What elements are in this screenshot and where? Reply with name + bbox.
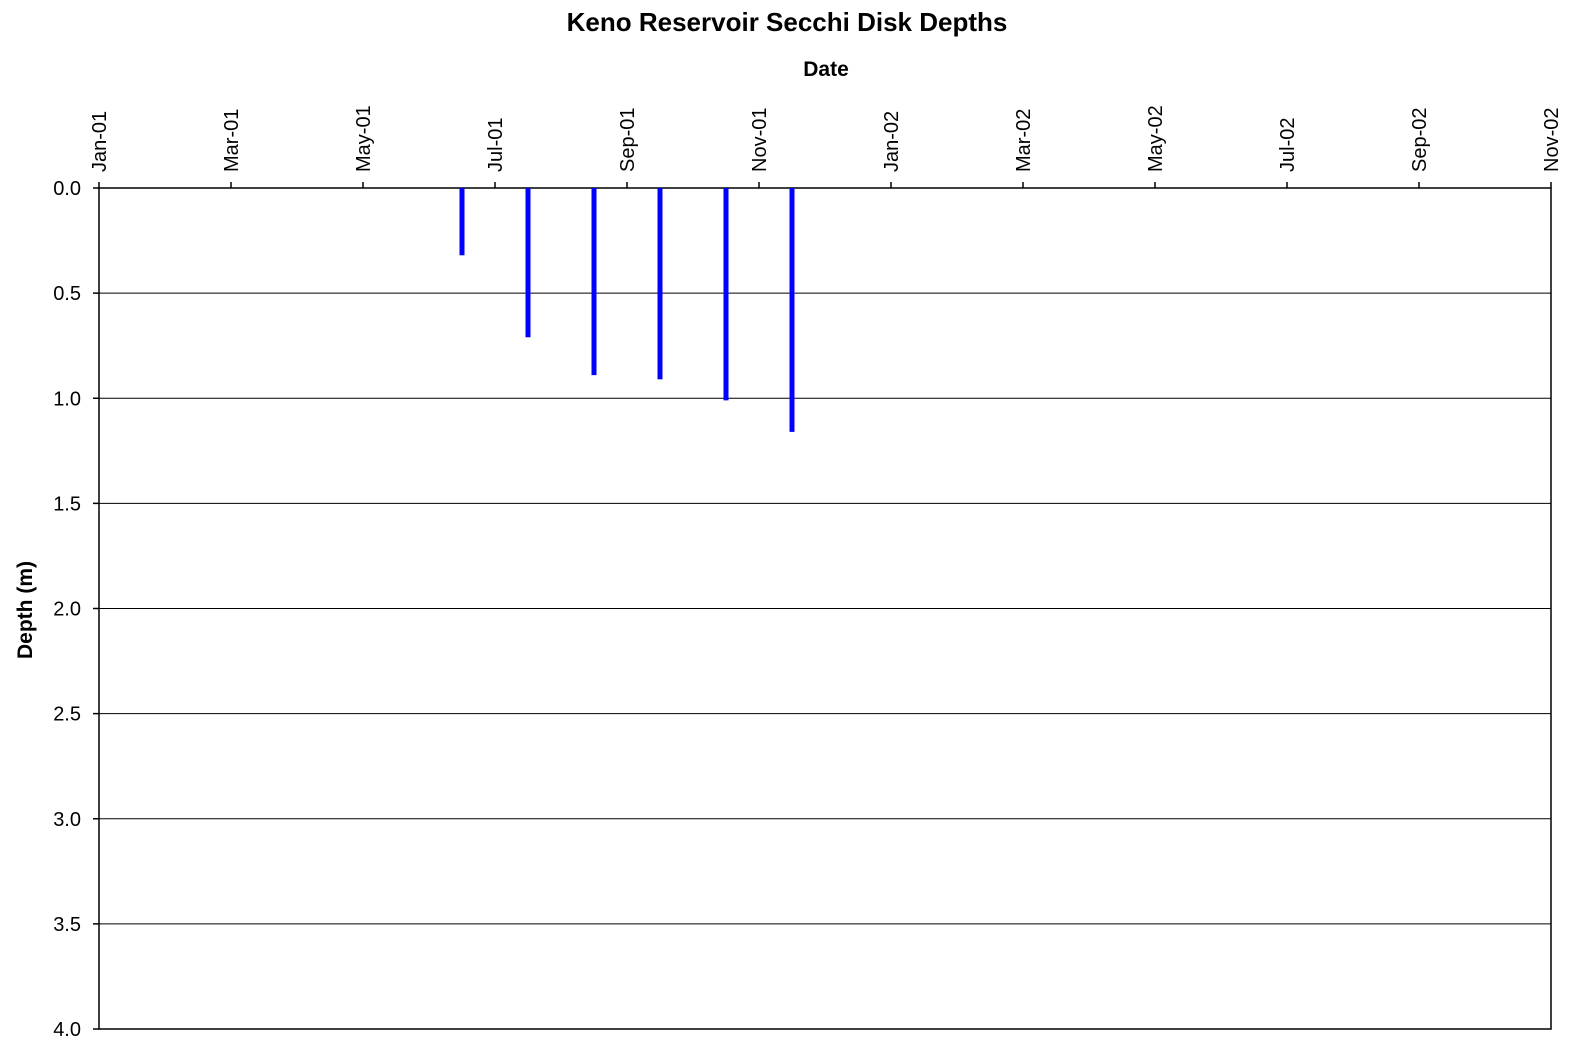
y-tick-label: 3.0 — [53, 809, 81, 831]
bar — [591, 188, 597, 376]
bar — [525, 188, 531, 338]
y-tick-label: 4.0 — [53, 1019, 81, 1041]
x-tick-label: Jan-02 — [881, 111, 903, 172]
x-tick-label: Nov-01 — [749, 108, 771, 172]
x-axis-title: Date — [803, 58, 849, 81]
y-tick-label: 0.0 — [53, 178, 81, 200]
x-tick-label: Mar-01 — [221, 109, 243, 172]
bar — [459, 188, 465, 256]
x-tick-label: Jul-01 — [485, 118, 507, 172]
x-tick-label: Jul-02 — [1277, 118, 1299, 172]
x-tick-label: Mar-02 — [1013, 109, 1035, 172]
y-tick-label: 1.5 — [53, 493, 81, 515]
y-tick-label: 2.0 — [53, 599, 81, 621]
y-tick-label: 1.0 — [53, 388, 81, 410]
x-tick-label: Sep-01 — [617, 108, 639, 173]
bar — [723, 188, 729, 401]
x-tick-label: Sep-02 — [1409, 108, 1431, 173]
chart-title: Keno Reservoir Secchi Disk Depths — [567, 7, 1008, 37]
x-tick-label: May-02 — [1145, 105, 1167, 172]
bar — [657, 188, 663, 380]
x-tick-label: May-01 — [353, 105, 375, 172]
y-axis-title: Depth (m) — [14, 561, 37, 659]
bar — [789, 188, 795, 432]
y-tick-label: 2.5 — [53, 704, 81, 726]
x-tick-label: Nov-02 — [1541, 108, 1563, 172]
y-tick-label: 3.5 — [53, 914, 81, 936]
y-tick-label: 0.5 — [53, 283, 81, 305]
x-tick-label: Jan-01 — [89, 111, 111, 172]
